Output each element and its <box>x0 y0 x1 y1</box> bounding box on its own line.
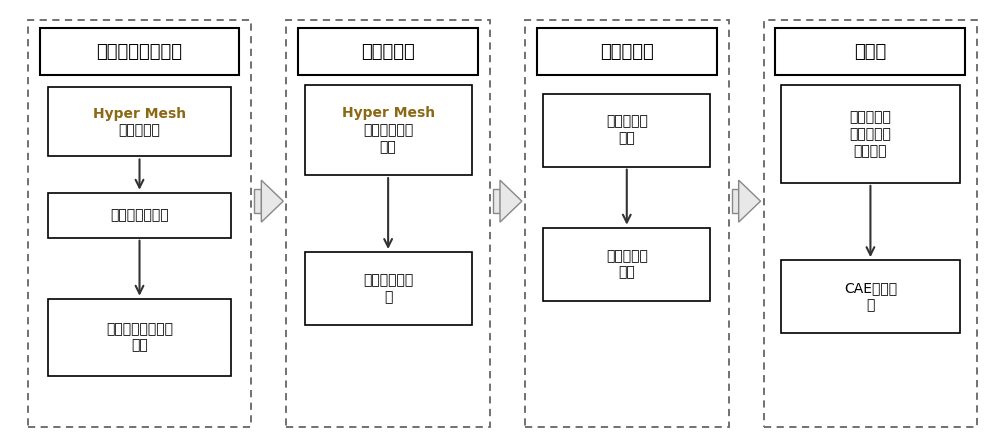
Text: 中灵敏度模型: 中灵敏度模型 <box>363 123 413 137</box>
Bar <box>764 21 977 426</box>
Text: 全铝车身初始计算: 全铝车身初始计算 <box>97 42 183 60</box>
Text: 读取结果，处理结: 读取结果，处理结 <box>106 322 173 336</box>
Bar <box>493 189 500 213</box>
Bar <box>775 28 965 75</box>
Polygon shape <box>739 180 761 222</box>
Text: 设置: 设置 <box>380 140 396 154</box>
Text: 轻量化: 轻量化 <box>854 42 887 60</box>
Text: 系数: 系数 <box>618 266 635 279</box>
Bar <box>40 28 239 75</box>
Text: 处理灵敏度: 处理灵敏度 <box>606 249 648 263</box>
Bar <box>48 88 231 156</box>
Text: 计算模态、刚度: 计算模态、刚度 <box>110 208 169 222</box>
Text: 系数: 系数 <box>618 131 635 145</box>
Bar <box>48 299 231 376</box>
Text: 计算灵敏度系: 计算灵敏度系 <box>363 273 413 287</box>
Bar <box>305 252 472 325</box>
Text: Hyper Mesh: Hyper Mesh <box>342 106 435 120</box>
Bar <box>525 21 729 426</box>
Text: 果。: 果。 <box>131 339 148 353</box>
Text: 优化设计: 优化设计 <box>854 144 887 158</box>
Text: 数: 数 <box>384 290 392 304</box>
Bar <box>543 93 710 167</box>
Bar <box>48 193 231 238</box>
Bar <box>298 28 478 75</box>
Text: 证: 证 <box>866 298 875 312</box>
Bar <box>286 21 490 426</box>
Polygon shape <box>500 180 522 222</box>
Text: CAE分析验: CAE分析验 <box>844 281 897 295</box>
Text: 灵敏度计算: 灵敏度计算 <box>361 42 415 60</box>
Bar <box>732 189 739 213</box>
Bar <box>543 228 710 301</box>
Bar <box>781 85 960 183</box>
Text: 中车身建模: 中车身建模 <box>119 123 160 137</box>
Text: Hyper Mesh: Hyper Mesh <box>93 106 186 121</box>
Text: 根据灵敏度: 根据灵敏度 <box>849 110 891 124</box>
Bar <box>254 189 261 213</box>
Polygon shape <box>261 180 283 222</box>
Text: 读取灵敏度: 读取灵敏度 <box>606 115 648 129</box>
Text: 灵敏度处理: 灵敏度处理 <box>600 42 654 60</box>
Bar <box>781 260 960 333</box>
Bar <box>305 85 472 175</box>
Bar <box>537 28 717 75</box>
Text: 结果，结构: 结果，结构 <box>849 127 891 141</box>
Bar <box>28 21 251 426</box>
